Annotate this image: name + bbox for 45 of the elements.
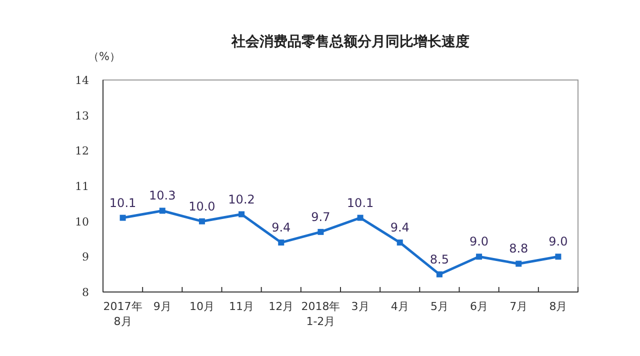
- x-tick-label: 2018年 1-2月: [301, 300, 340, 328]
- x-tick-label: 10月: [189, 300, 214, 313]
- y-tick-label: 8: [82, 286, 89, 299]
- x-tick-label: 9月: [153, 300, 172, 313]
- point: [238, 211, 245, 218]
- data-label: 10.1: [109, 196, 136, 210]
- x-tick-label: 2017年 8月: [103, 300, 142, 328]
- point: [278, 240, 284, 246]
- point: [555, 254, 562, 260]
- x-tick-label: 6月: [470, 300, 488, 313]
- data-label: 10.0: [188, 199, 216, 214]
- y-tick-label: 14: [75, 74, 89, 87]
- data-label: 10.2: [228, 192, 255, 206]
- chart-title: 社会消费品零售总额分月同比增长速度: [230, 33, 470, 50]
- data-label: 10.3: [149, 188, 176, 203]
- x-tick-label: 4月: [390, 300, 409, 313]
- data-label: 10.1: [346, 196, 374, 210]
- point: [318, 228, 324, 235]
- y-tick-label: 9: [82, 250, 89, 264]
- x-tick-label: 3月: [351, 300, 370, 313]
- point: [120, 214, 126, 221]
- point: [159, 208, 166, 214]
- point: [198, 218, 205, 224]
- x-tick-label: 5月: [430, 300, 448, 313]
- y-tick-label: 12: [75, 144, 89, 158]
- data-label: 8.5: [430, 252, 450, 266]
- data-label: 9.0: [469, 234, 489, 249]
- x-tick-label: 12月: [268, 300, 294, 313]
- data-label: 9.7: [311, 210, 330, 224]
- data-label: 9.4: [390, 220, 410, 235]
- data-label: 9.4: [272, 220, 291, 235]
- point: [396, 240, 403, 246]
- point: [476, 254, 482, 260]
- point: [357, 214, 364, 221]
- data-label: 8.8: [509, 242, 528, 256]
- point: [436, 271, 442, 278]
- x-tick-label: 8月: [549, 300, 568, 313]
- y-tick-label: 10: [75, 215, 89, 228]
- data-label: 9.0: [548, 234, 568, 249]
- point: [516, 260, 522, 267]
- x-tick-label: 7月: [510, 300, 528, 313]
- y-tick-label: 11: [75, 180, 89, 193]
- y-axis-title: （%）: [88, 50, 120, 63]
- x-tick-label: 11月: [229, 300, 254, 313]
- y-tick-label: 13: [75, 109, 89, 122]
